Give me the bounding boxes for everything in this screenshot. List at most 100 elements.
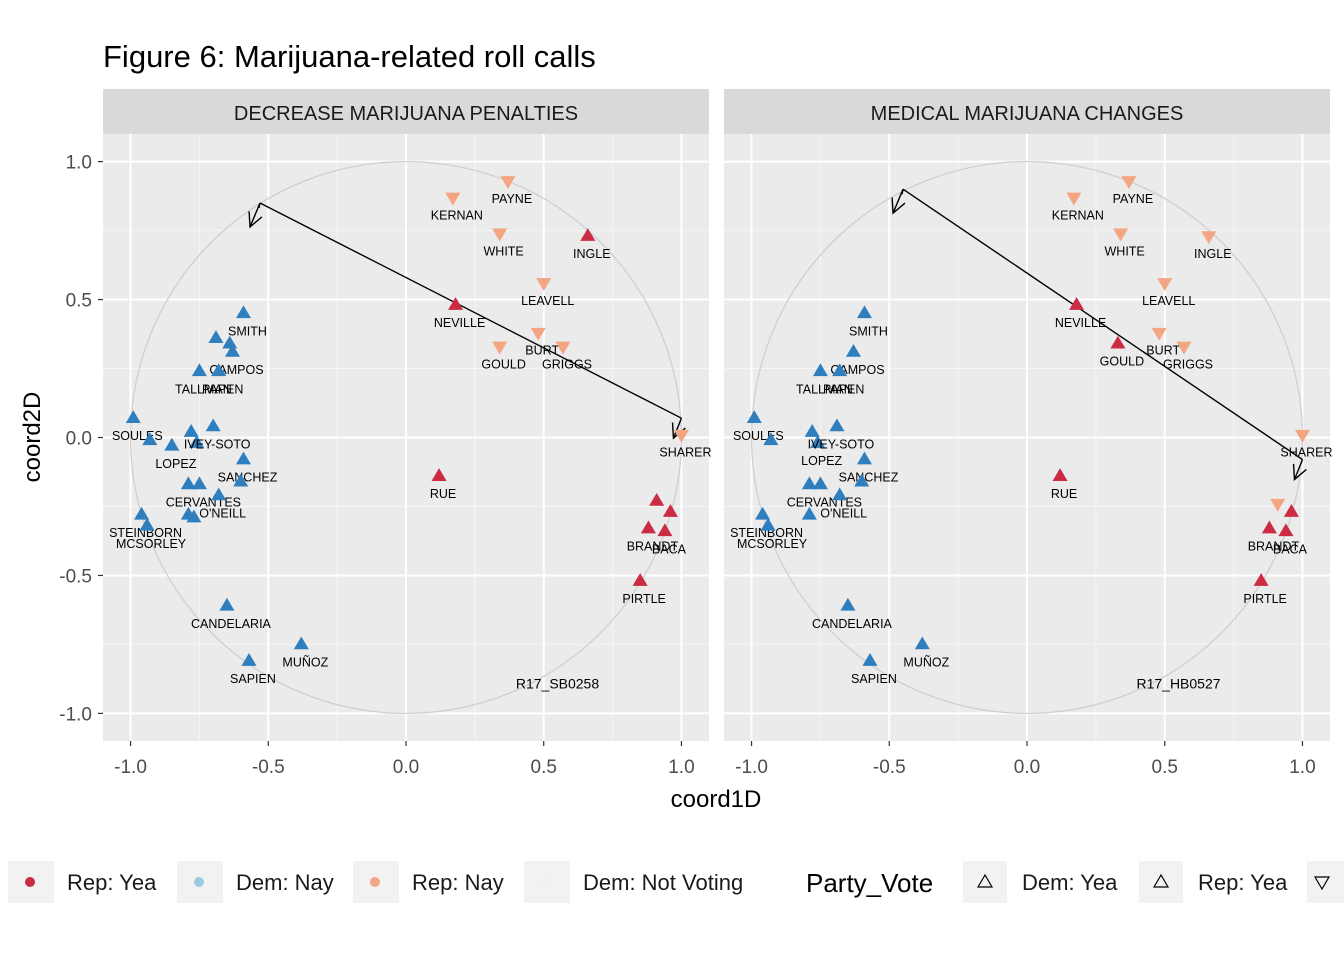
legislator-point [640,520,656,534]
legislator-point [1261,520,1277,534]
legislator-label: NEVILLE [434,316,485,330]
legislator-label: BACA [652,542,687,556]
legislator-label: GOULD [481,357,525,371]
chart-title: Figure 6: Marijuana-related roll calls [103,39,596,74]
legislator-label: WHITE [1105,244,1145,258]
legislator-label: KERNAN [1052,208,1104,222]
legislator-point [164,437,180,451]
x-tick-label: -1.0 [735,757,768,778]
legislator-point [673,429,689,443]
legislator-point [183,423,199,437]
legislator-point [1052,468,1068,481]
legislator-point [1176,341,1192,355]
legislator-label: LEAVELL [521,294,574,308]
legislator-point [854,473,870,487]
legislator-label: NEVILLE [1055,316,1106,330]
legislator-point [1113,228,1129,242]
legislator-point [448,297,464,310]
legislator-label: WHITE [484,244,524,258]
legislator-point [208,330,224,344]
legislator-label: KERNAN [431,208,483,222]
legend-label: Dem: Yea [1022,870,1118,895]
legislator-point [492,341,508,355]
legislator-point [914,636,930,650]
legislator-point [1121,176,1137,189]
legislator-point [755,506,771,520]
legislator-label: BURT [1146,344,1180,358]
legislator-point [801,506,817,520]
legislator-label: SMITH [228,324,267,338]
legislator-label: SANCHEZ [218,471,278,485]
legislator-point [746,410,762,424]
facet-strip-label: DECREASE MARIJUANA PENALTIES [234,103,578,125]
legend-label: Rep: Yea [67,870,157,895]
legislator-point [804,423,820,437]
legislator-label: BRANDT [627,540,679,554]
panel-1: DECREASE MARIJUANA PENALTIES -1.0 -0.5 0.0 0… [59,89,712,778]
arrow-stub-start [892,188,904,214]
legislator-point [189,435,205,448]
legend-color-dot [194,877,204,887]
legislator-point [1066,192,1082,206]
legislator-point [810,435,826,448]
legislator-point [801,476,817,490]
rollcall-id: R17_SB0258 [516,676,600,692]
legislator-label: TALLMAN [175,382,232,396]
legislator-point [1110,335,1126,349]
x-tick-label: -1.0 [114,757,147,778]
legislator-point [760,517,776,531]
vote-direction-arrow [248,202,686,440]
legislator-point [186,509,202,523]
legislator-label: INGLE [1194,247,1232,261]
legislator-point [856,305,873,319]
legislator-point [445,192,461,206]
legislator-label: MCSORLEY [116,537,187,551]
legend-shape-triangle [976,873,994,888]
facet-strip [103,89,709,134]
legislator-label: PAPEN [823,382,864,396]
legislator-point [235,451,252,465]
y-axis-title: coord2D [19,392,46,483]
legislator-point [862,652,878,666]
legislator-point [224,343,240,357]
legislator-label: SMITH [849,324,888,338]
legislator-label: GRIGGS [1163,357,1213,371]
legislator-point [649,492,665,506]
legislator-point [536,278,552,291]
legislator-label: RUE [1051,487,1077,501]
legislator-point [832,487,848,501]
legislator-label: BURT [525,344,559,358]
legislator-label: GOULD [1100,355,1144,369]
legend-label: Dem: Not Voting [583,870,743,895]
legend-shape-triangle-down [1313,876,1331,891]
legislator-label: PAYNE [1113,192,1154,206]
legislator-point [235,305,252,319]
legislator-point [205,418,221,432]
vote-direction-arrow [891,188,1307,482]
legislator-point [856,451,873,465]
legislator-label: SHARER [1280,446,1332,460]
legislator-label: IVEY-SOTO [808,437,875,451]
legislator-point [632,572,648,586]
legislator-point [1201,231,1217,245]
legislator-label: SOULES [733,429,784,443]
legend: Rep: Yea Dem: Nay Rep: Nay Dem: Not Voting P… [8,861,1344,903]
legislator-point [1283,504,1299,517]
legislator-point [191,476,207,490]
legend-color-dot [541,877,551,887]
arrow-stub-end [672,417,683,439]
legislator-label: LOPEZ [801,454,842,468]
legislator-label: LOPEZ [155,457,196,471]
legislator-label: O'NEILL [199,506,246,520]
legislator-label: MUÑOZ [903,655,949,669]
y-tick-label: 0.5 [66,291,92,312]
legislator-label: SAPIEN [230,672,276,686]
x-tick-label: 0.0 [393,757,419,778]
legend-key [1139,861,1183,903]
legislator-label: MUÑOZ [282,655,328,669]
x-tick-label: -0.5 [873,757,906,778]
legislator-label: INGLE [573,247,611,261]
arrow-stub-start [249,202,261,228]
legislator-label: BRANDT [1248,540,1300,554]
